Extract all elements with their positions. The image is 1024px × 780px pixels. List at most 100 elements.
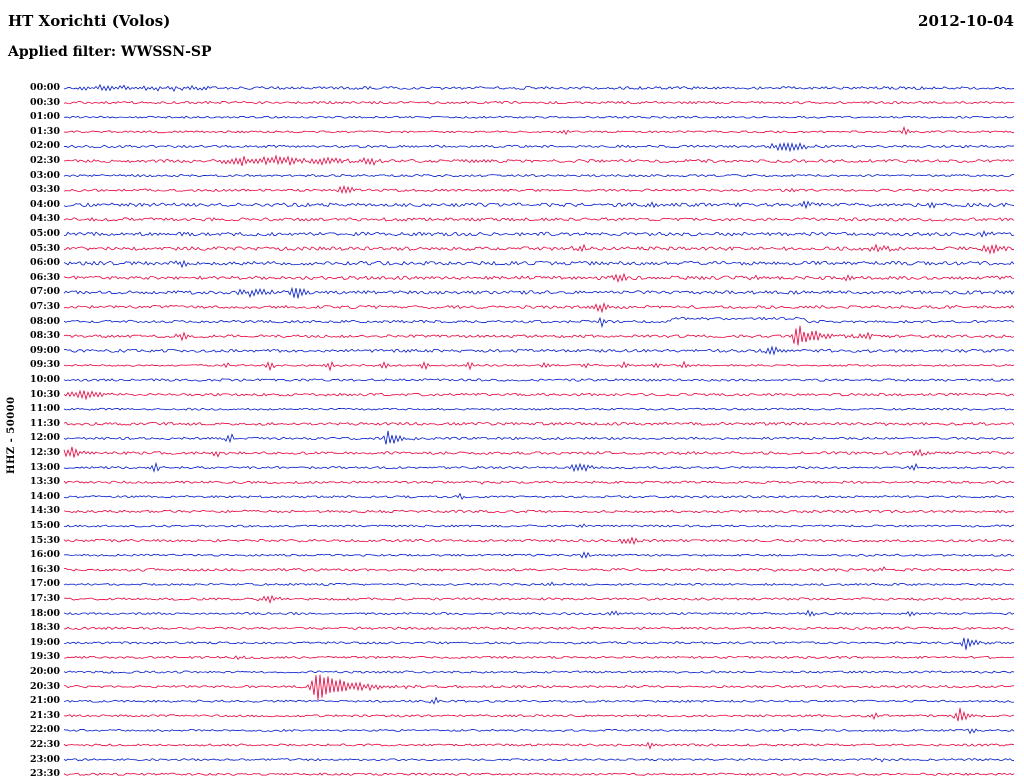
trace-time-label: 17:30 (30, 593, 60, 604)
seismogram-trace (63, 345, 1015, 356)
seismogram-trace (63, 461, 1015, 473)
trace-time-label: 10:00 (30, 374, 60, 385)
seismogram-trace (63, 446, 1015, 458)
seismogram-trace (63, 217, 1015, 222)
trace-time-label: 23:30 (30, 768, 60, 780)
seismogram-trace (63, 674, 1015, 701)
seismogram-trace (63, 670, 1015, 674)
seismogram-trace (63, 407, 1015, 411)
seismogram-trace (63, 125, 1015, 136)
trace-time-label: 00:30 (30, 96, 60, 108)
seismogram-trace (63, 609, 1015, 618)
trace-time-label: 04:30 (30, 213, 60, 225)
trace-time-label: 20:00 (30, 666, 60, 677)
trace-time-label: 00:00 (30, 82, 60, 93)
trace-time-label: 22:30 (30, 739, 60, 750)
seismogram-trace (63, 389, 1015, 401)
trace-time-label: 12:00 (30, 432, 60, 444)
trace-time-label: 02:30 (30, 155, 60, 166)
trace-time-label: 11:30 (30, 417, 60, 429)
seismogram-trace (63, 581, 1015, 587)
seismogram-trace (63, 637, 1015, 650)
record-date: 2012-10-04 (918, 12, 1014, 30)
trace-time-label: 21:00 (30, 695, 60, 707)
trace-time-label: 07:00 (30, 286, 60, 298)
trace-time-label: 16:30 (30, 563, 60, 575)
seismogram-trace (63, 200, 1015, 210)
seismogram-trace (63, 594, 1015, 604)
trace-time-label: 08:30 (30, 330, 60, 342)
seismogram-trace (64, 141, 1015, 153)
seismogram-trace (63, 100, 1015, 105)
seismogram-trace (63, 536, 1015, 546)
trace-time-label: 06:30 (30, 271, 60, 283)
seismogram-trace (63, 655, 1015, 661)
seismogram-trace (63, 430, 1015, 445)
trace-time-label: 17:00 (30, 578, 60, 590)
seismogram-trace (63, 741, 1015, 750)
station-title: HT Xorichti (Volos) (8, 12, 171, 30)
seismogram-trace (63, 154, 1015, 166)
trace-time-label: 20:30 (30, 680, 60, 692)
seismogram-trace (63, 325, 1015, 346)
seismogram-trace (63, 509, 1015, 514)
trace-time-label: 06:00 (30, 257, 60, 269)
trace-time-label: 23:00 (30, 753, 60, 765)
seismogram-trace (63, 286, 1015, 299)
trace-time-label: 13:30 (30, 476, 60, 488)
trace-time-label: 14:00 (30, 490, 60, 502)
trace-time-label: 07:30 (30, 301, 60, 312)
seismogram-trace (63, 115, 1015, 119)
trace-time-label: 01:30 (30, 125, 60, 137)
trace-time-label: 02:00 (30, 140, 60, 152)
trace-time-label: 19:30 (30, 651, 60, 663)
seismogram-trace (63, 302, 1015, 314)
seismogram-trace (63, 184, 1015, 195)
seismogram-trace (63, 173, 1015, 178)
seismogram-trace (63, 707, 1015, 722)
seismogram-trace (63, 566, 1015, 572)
seismogram-trace (63, 523, 1015, 529)
seismogram-trace (63, 757, 1015, 763)
trace-time-label: 15:30 (30, 534, 60, 546)
seismogram-trace (63, 728, 1015, 735)
trace-time-label: 13:00 (30, 461, 60, 473)
seismogram-trace (63, 259, 1015, 269)
trace-time-label: 18:30 (30, 622, 60, 634)
seismogram-trace (63, 83, 1015, 93)
applied-filter-label: Applied filter: WWSSN-SP (8, 44, 212, 60)
trace-time-label: 01:00 (30, 111, 60, 123)
trace-time-label: 22:00 (30, 724, 60, 736)
seismogram-trace (63, 626, 1015, 630)
seismogram-trace (63, 243, 1015, 255)
trace-time-label: 03:30 (30, 184, 60, 196)
trace-time-label: 16:00 (30, 549, 60, 561)
trace-time-label: 09:30 (30, 359, 60, 371)
trace-time-label: 10:30 (30, 388, 60, 400)
trace-time-label: 18:00 (30, 607, 60, 619)
trace-time-label: 14:30 (30, 505, 60, 517)
trace-time-label: 05:30 (30, 242, 60, 254)
trace-time-label: 09:00 (30, 344, 60, 356)
seismogram-trace (63, 772, 1015, 776)
trace-time-label: 19:00 (30, 636, 60, 648)
seismogram-trace (63, 551, 1015, 559)
seismogram-trace (63, 230, 1015, 238)
trace-time-label: 21:30 (30, 709, 60, 721)
trace-time-label: 15:00 (30, 520, 60, 531)
trace-time-label: 12:30 (30, 447, 60, 458)
seismogram-trace (63, 480, 1014, 485)
seismogram-trace (63, 272, 1015, 283)
trace-time-label: 08:00 (30, 315, 60, 327)
seismogram-trace (63, 696, 1015, 705)
trace-time-label: 05:00 (30, 228, 60, 239)
trace-time-label: 04:00 (30, 198, 60, 210)
seismogram-trace (63, 360, 1015, 372)
seismogram-trace (63, 421, 1015, 426)
trace-time-label: 03:00 (30, 169, 60, 181)
seismogram-trace (63, 492, 1015, 501)
seismogram-trace (63, 378, 1015, 382)
seismogram-trace (63, 316, 1015, 329)
